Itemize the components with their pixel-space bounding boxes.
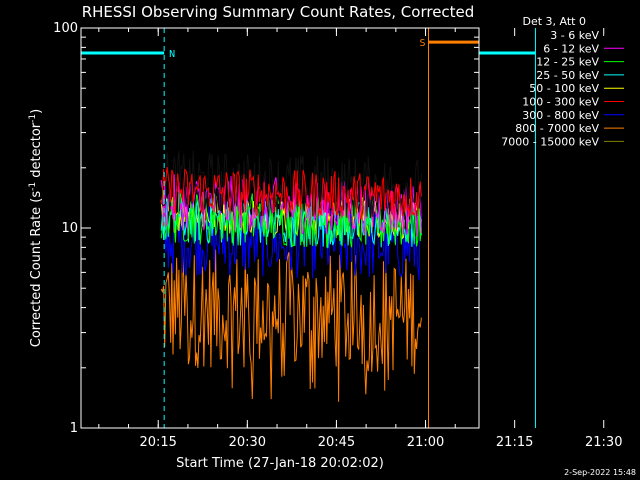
- x-tick-label: 20:15: [139, 435, 176, 450]
- legend-label: 7000 - 15000 keV: [501, 135, 599, 148]
- night-marker-label: N: [169, 49, 175, 60]
- legend-label: 3 - 6 keV: [550, 29, 599, 42]
- data-marks: [160, 151, 422, 402]
- chart-title: RHESSI Observing Summary Count Rates, Co…: [82, 3, 475, 21]
- y-axis-label: Corrected Count Rate (s-1 detector-1): [28, 109, 44, 347]
- series-line: [160, 174, 422, 237]
- x-axis-label: Start Time (27-Jan-18 20:02:02): [176, 456, 384, 471]
- y-axis: 1 10 100: [53, 21, 479, 436]
- x-tick-label: 21:15: [496, 435, 533, 450]
- x-axis: 20:15 20:30 20:45 21:00 21:15 21:30: [98, 28, 622, 450]
- x-tick-label: 20:45: [318, 435, 355, 450]
- legend-header: Det 3, Att 0: [523, 15, 587, 28]
- y-axis-label-mid: detector: [29, 122, 44, 182]
- y-axis-label-main: Corrected Count Rate (s: [29, 191, 44, 348]
- legend-label: 50 - 100 keV: [529, 82, 599, 95]
- series-line: [160, 206, 422, 281]
- y-axis-label-sup2: -1: [28, 114, 38, 123]
- plot-frame: [80, 27, 480, 429]
- y-axis-label-sup1: -1: [28, 182, 38, 191]
- legend-label: 100 - 300 keV: [522, 96, 599, 109]
- y-axis-label-end: ): [29, 109, 44, 114]
- x-tick-label: 20:30: [229, 435, 266, 450]
- legend-label: 6 - 12 keV: [543, 42, 599, 55]
- legend-label: 25 - 50 keV: [536, 69, 599, 82]
- annotations: NS: [81, 28, 536, 428]
- y-tick-label: 100: [53, 21, 78, 36]
- legend-label: 800 - 7000 keV: [515, 122, 599, 135]
- legend-label: 300 - 800 keV: [522, 109, 599, 122]
- series-line: [160, 167, 422, 220]
- y-tick-label: 10: [61, 221, 78, 236]
- x-tick-label: 21:00: [407, 435, 444, 450]
- x-tick-label: 21:30: [585, 435, 622, 450]
- saa-marker-label: S: [419, 38, 425, 49]
- y-tick-label: 1: [70, 421, 78, 436]
- footer-timestamp: 2-Sep-2022 15:48: [564, 468, 636, 477]
- series-line: [160, 249, 422, 402]
- legend-label: 12 - 25 keV: [536, 56, 599, 69]
